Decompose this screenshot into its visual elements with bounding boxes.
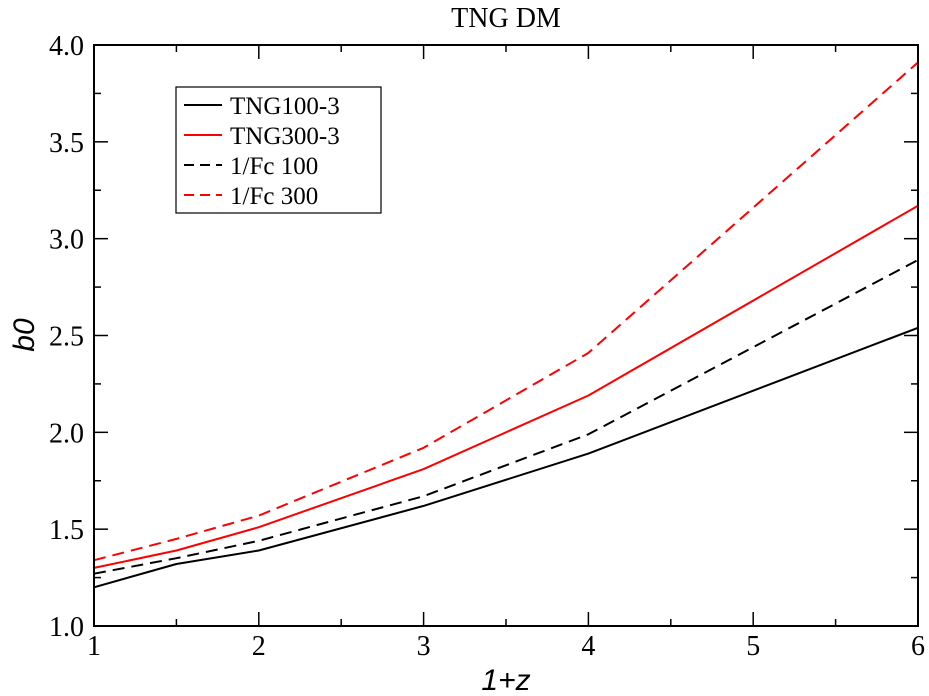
- legend-label: 1/Fc 300: [230, 183, 318, 210]
- plot-series: [93, 61, 919, 589]
- x-tick-label: 3: [417, 631, 431, 662]
- y-tick-label: 1.5: [49, 515, 84, 546]
- x-tick-label: 2: [252, 631, 266, 662]
- series-line-1-fc-100: [93, 259, 919, 575]
- y-axis-label: b0: [8, 318, 41, 352]
- series-line-tng100-3: [93, 326, 919, 589]
- legend: TNG100-3 TNG300-3 1/Fc 100 1/Fc 300: [175, 86, 382, 214]
- x-tick-label: 6: [911, 631, 925, 662]
- y-tick-label: 3.5: [49, 128, 84, 159]
- x-tick-label: 5: [746, 631, 760, 662]
- legend-label: 1/Fc 100: [230, 153, 318, 180]
- series-line-1-fc-300: [93, 61, 919, 562]
- legend-box: [175, 86, 382, 214]
- legend-label: TNG100-3: [230, 93, 340, 120]
- chart-title: TNG DM: [451, 3, 561, 34]
- tick-labels: 1 2 3 4 5 6 1.0 1.5 2.0 2.5 3.0 3.5 4.0: [49, 31, 925, 662]
- y-tick-label: 2.0: [49, 418, 84, 449]
- y-tick-label: 3.0: [49, 225, 84, 256]
- plot-frame: [93, 44, 919, 627]
- series-line-tng300-3: [93, 204, 919, 569]
- y-tick-label: 1.0: [49, 612, 84, 643]
- legend-label: TNG300-3: [230, 123, 340, 150]
- x-axis-label: 1+z: [481, 664, 530, 696]
- x-tick-label: 4: [581, 631, 595, 662]
- x-tick-label: 1: [87, 631, 101, 662]
- y-tick-label: 4.0: [49, 31, 84, 62]
- y-tick-label: 2.5: [49, 322, 84, 353]
